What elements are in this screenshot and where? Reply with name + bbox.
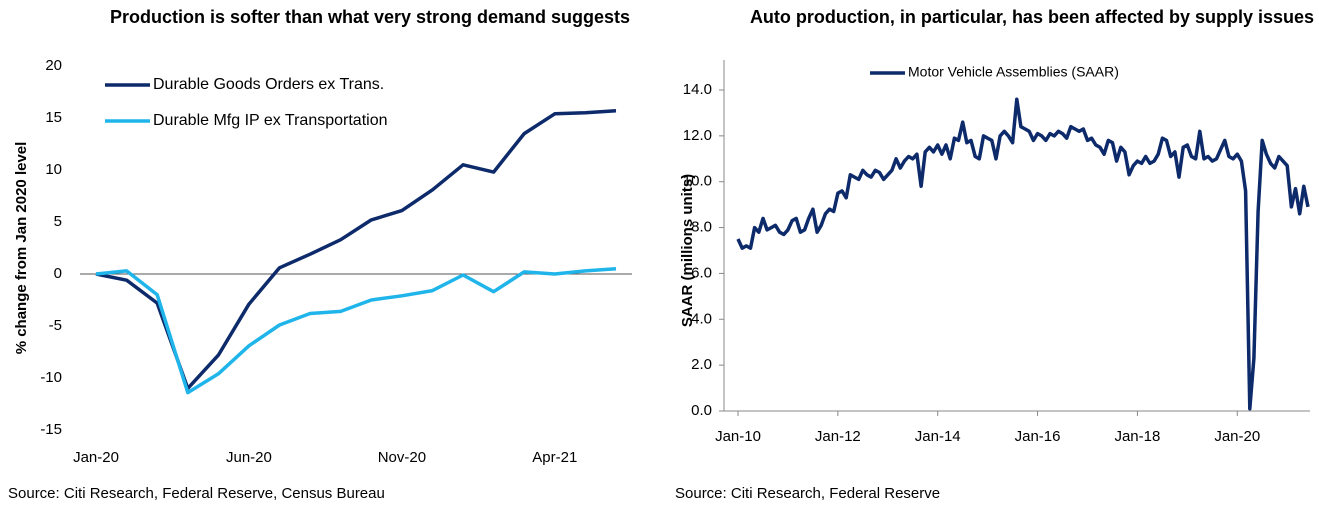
x-tick-label: Jan-18 xyxy=(1114,428,1160,445)
y-tick-label: 8.0 xyxy=(691,219,712,236)
y-tick-label: 6.0 xyxy=(691,264,712,281)
y-tick-label: 0.0 xyxy=(691,402,712,419)
x-tick-label: Jan-20 xyxy=(1214,428,1260,445)
y-tick-label: -5 xyxy=(49,317,62,334)
x-tick-label: Jan-14 xyxy=(915,428,961,445)
y-tick-label: 20 xyxy=(45,57,62,74)
x-tick-label: Jan-12 xyxy=(815,428,861,445)
source: Source: Citi Research, Federal Reserve xyxy=(675,485,940,502)
legend-label: Durable Mfg IP ex Transportation xyxy=(153,112,388,129)
series-line xyxy=(95,267,617,395)
y-tick-label: 14.0 xyxy=(683,81,712,98)
chart-title: Auto production, in particular, has been… xyxy=(750,7,1314,27)
y-tick-label: -15 xyxy=(40,421,62,438)
x-tick-label: Nov-20 xyxy=(378,449,426,466)
x-tick-label: Jan-20 xyxy=(73,449,119,466)
legend-label: Motor Vehicle Assemblies (SAAR) xyxy=(908,64,1119,80)
y-tick-label: 10 xyxy=(45,161,62,178)
chart-title: Production is softer than what very stro… xyxy=(110,7,630,27)
x-tick-label: Jan-10 xyxy=(715,428,761,445)
legend-label: Durable Goods Orders ex Trans. xyxy=(153,76,384,93)
y-tick-label: 4.0 xyxy=(691,310,712,327)
source: Source: Citi Research, Federal Reserve, … xyxy=(8,485,385,502)
series-line xyxy=(736,97,1310,411)
y-axis-label: % change from Jan 2020 level xyxy=(13,142,30,355)
y-tick-label: 15 xyxy=(45,109,62,126)
y-tick-label: 2.0 xyxy=(691,356,712,373)
x-tick-label: Jun-20 xyxy=(226,449,272,466)
y-tick-label: 0 xyxy=(54,265,62,282)
y-tick-label: 10.0 xyxy=(683,173,712,190)
x-tick-label: Jan-16 xyxy=(1015,428,1061,445)
x-tick-label: Apr-21 xyxy=(532,449,577,466)
y-tick-label: -10 xyxy=(40,369,62,386)
y-tick-label: 5 xyxy=(54,213,62,230)
y-tick-label: 12.0 xyxy=(683,127,712,144)
y-axis-label: SAAR (millions units) xyxy=(679,174,696,327)
